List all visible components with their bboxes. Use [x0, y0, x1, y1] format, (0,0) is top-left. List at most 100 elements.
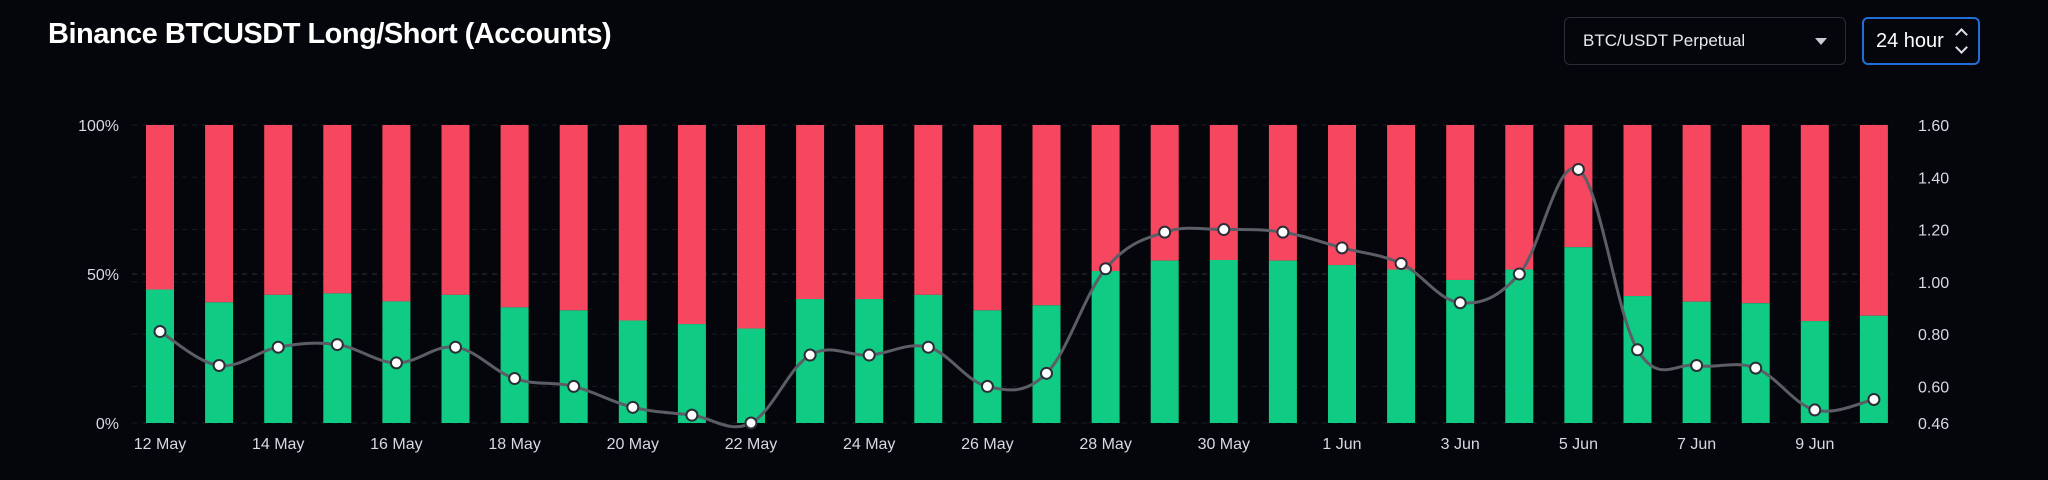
ratio-point	[1690, 358, 1704, 372]
long-bar	[1091, 271, 1120, 423]
x-tick-label: 28 May	[1079, 436, 1131, 453]
long-bar	[1564, 247, 1593, 423]
ratio-point	[271, 340, 285, 354]
long-bar	[737, 328, 765, 423]
short-bar	[1032, 125, 1061, 306]
x-tick-label: 5 Jun	[1559, 436, 1598, 453]
y-right-tick-label: 1.40	[1918, 170, 1949, 187]
short-bar	[559, 125, 588, 311]
long-bar	[1328, 265, 1356, 423]
y-right-tick-label: 1.60	[1918, 118, 1949, 135]
short-bar	[323, 125, 352, 294]
long-bar	[914, 294, 943, 423]
long-bar	[1859, 315, 1888, 423]
ratio-point	[212, 358, 226, 372]
ratio-point	[1808, 403, 1822, 417]
ratio-line	[159, 166, 1875, 429]
ratio-point	[1749, 361, 1763, 375]
interval-stepper[interactable]: 24 hour	[1862, 17, 1980, 65]
ratio-point	[153, 325, 167, 339]
long-bar	[441, 294, 470, 423]
short-bar	[441, 125, 470, 295]
short-bar	[146, 125, 174, 290]
ratio-point	[921, 340, 935, 354]
market-select[interactable]: BTC/USDT Perpetual	[1564, 17, 1846, 65]
chart-title: Binance BTCUSDT Long/Short (Accounts)	[48, 18, 612, 50]
long-bar	[1268, 260, 1297, 423]
x-tick-label: 24 May	[843, 436, 895, 453]
short-bar	[1623, 125, 1652, 297]
short-bar	[1682, 125, 1711, 302]
x-tick-label: 16 May	[370, 436, 422, 453]
short-bar	[737, 125, 765, 329]
x-tick-label: 14 May	[252, 436, 304, 453]
ratio-point	[1512, 267, 1526, 281]
short-bar	[1209, 125, 1238, 260]
x-tick-label: 20 May	[607, 436, 659, 453]
ratio-point	[449, 340, 462, 354]
long-bar	[323, 293, 352, 423]
long-bar	[1387, 269, 1416, 423]
short-bar	[264, 125, 293, 295]
x-tick-label: 9 Jun	[1795, 436, 1834, 453]
chart-controls: BTC/USDT Perpetual 24 hour	[1564, 17, 1980, 65]
long-bar	[1150, 260, 1179, 423]
ratio-point	[1335, 241, 1349, 255]
ratio-point	[626, 400, 640, 414]
x-tick-label: 7 Jun	[1677, 436, 1716, 453]
short-bar	[1800, 125, 1829, 322]
ratio-point	[803, 348, 817, 362]
y-right-tick-label: 1.00	[1918, 275, 1949, 292]
short-bar	[1505, 125, 1534, 270]
x-tick-label: 12 May	[134, 436, 186, 453]
x-tick-label: 1 Jun	[1322, 436, 1361, 453]
y-right-tick-label: 0.60	[1918, 379, 1949, 396]
ratio-point	[862, 348, 876, 362]
long-bar	[146, 289, 174, 423]
ratio-point	[1453, 296, 1467, 310]
long-bar	[264, 294, 293, 423]
ratio-point	[980, 379, 994, 393]
short-bar	[1150, 125, 1179, 261]
ratio-point	[1276, 225, 1290, 239]
y-right-tick-label: 0.80	[1918, 327, 1949, 344]
ratio-point	[389, 356, 403, 370]
short-bar	[382, 125, 411, 302]
ratio-point	[567, 379, 581, 393]
long-bar	[1623, 296, 1652, 423]
ratio-point	[1040, 366, 1053, 380]
short-bar	[1859, 125, 1888, 316]
short-bar	[1446, 125, 1475, 280]
ratio-point	[1867, 392, 1881, 406]
long-bar	[1032, 305, 1061, 423]
long-bar	[1505, 269, 1534, 423]
short-bar	[205, 125, 234, 303]
short-bar	[914, 125, 943, 295]
x-tick-label: 22 May	[725, 436, 777, 453]
ratio-point	[1099, 262, 1113, 276]
short-bar	[1268, 125, 1297, 261]
long-bar	[677, 324, 706, 423]
y-right-tick-label: 1.20	[1918, 223, 1949, 240]
x-tick-label: 3 Jun	[1441, 436, 1480, 453]
short-bar	[973, 125, 1002, 311]
short-bar	[677, 125, 706, 325]
interval-value: 24 hour	[1876, 29, 1944, 52]
x-tick-label: 26 May	[961, 436, 1013, 453]
short-bar	[500, 125, 529, 308]
y-right-tick-label: 0.46	[1918, 416, 1949, 433]
ratio-point	[1217, 223, 1231, 237]
ratio-point	[1394, 257, 1408, 271]
ratio-point	[330, 338, 344, 352]
market-select-value: BTC/USDT Perpetual	[1583, 31, 1746, 50]
ratio-point	[685, 408, 699, 422]
long-bar	[500, 307, 529, 423]
x-tick-label: 30 May	[1198, 436, 1250, 453]
short-bar	[1091, 125, 1120, 272]
short-bar	[618, 125, 647, 321]
short-bar	[1387, 125, 1416, 270]
short-bar	[796, 125, 825, 300]
long-bar	[973, 310, 1002, 423]
